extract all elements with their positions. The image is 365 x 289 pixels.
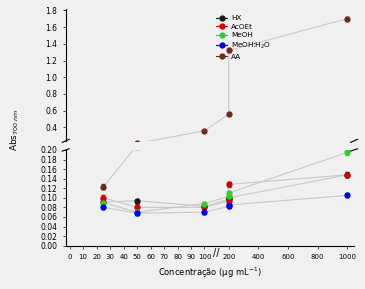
Text: //: // [214, 249, 220, 258]
X-axis label: Concentração (μg mL$^{-1}$): Concentração (μg mL$^{-1}$) [158, 266, 262, 280]
Legend: HX, AcOEt, MeOH, MeOH:H$_2$O, AA: HX, AcOEt, MeOH, MeOH:H$_2$O, AA [214, 12, 274, 63]
Text: Abs$_{700\ nm}$: Abs$_{700\ nm}$ [8, 109, 21, 151]
